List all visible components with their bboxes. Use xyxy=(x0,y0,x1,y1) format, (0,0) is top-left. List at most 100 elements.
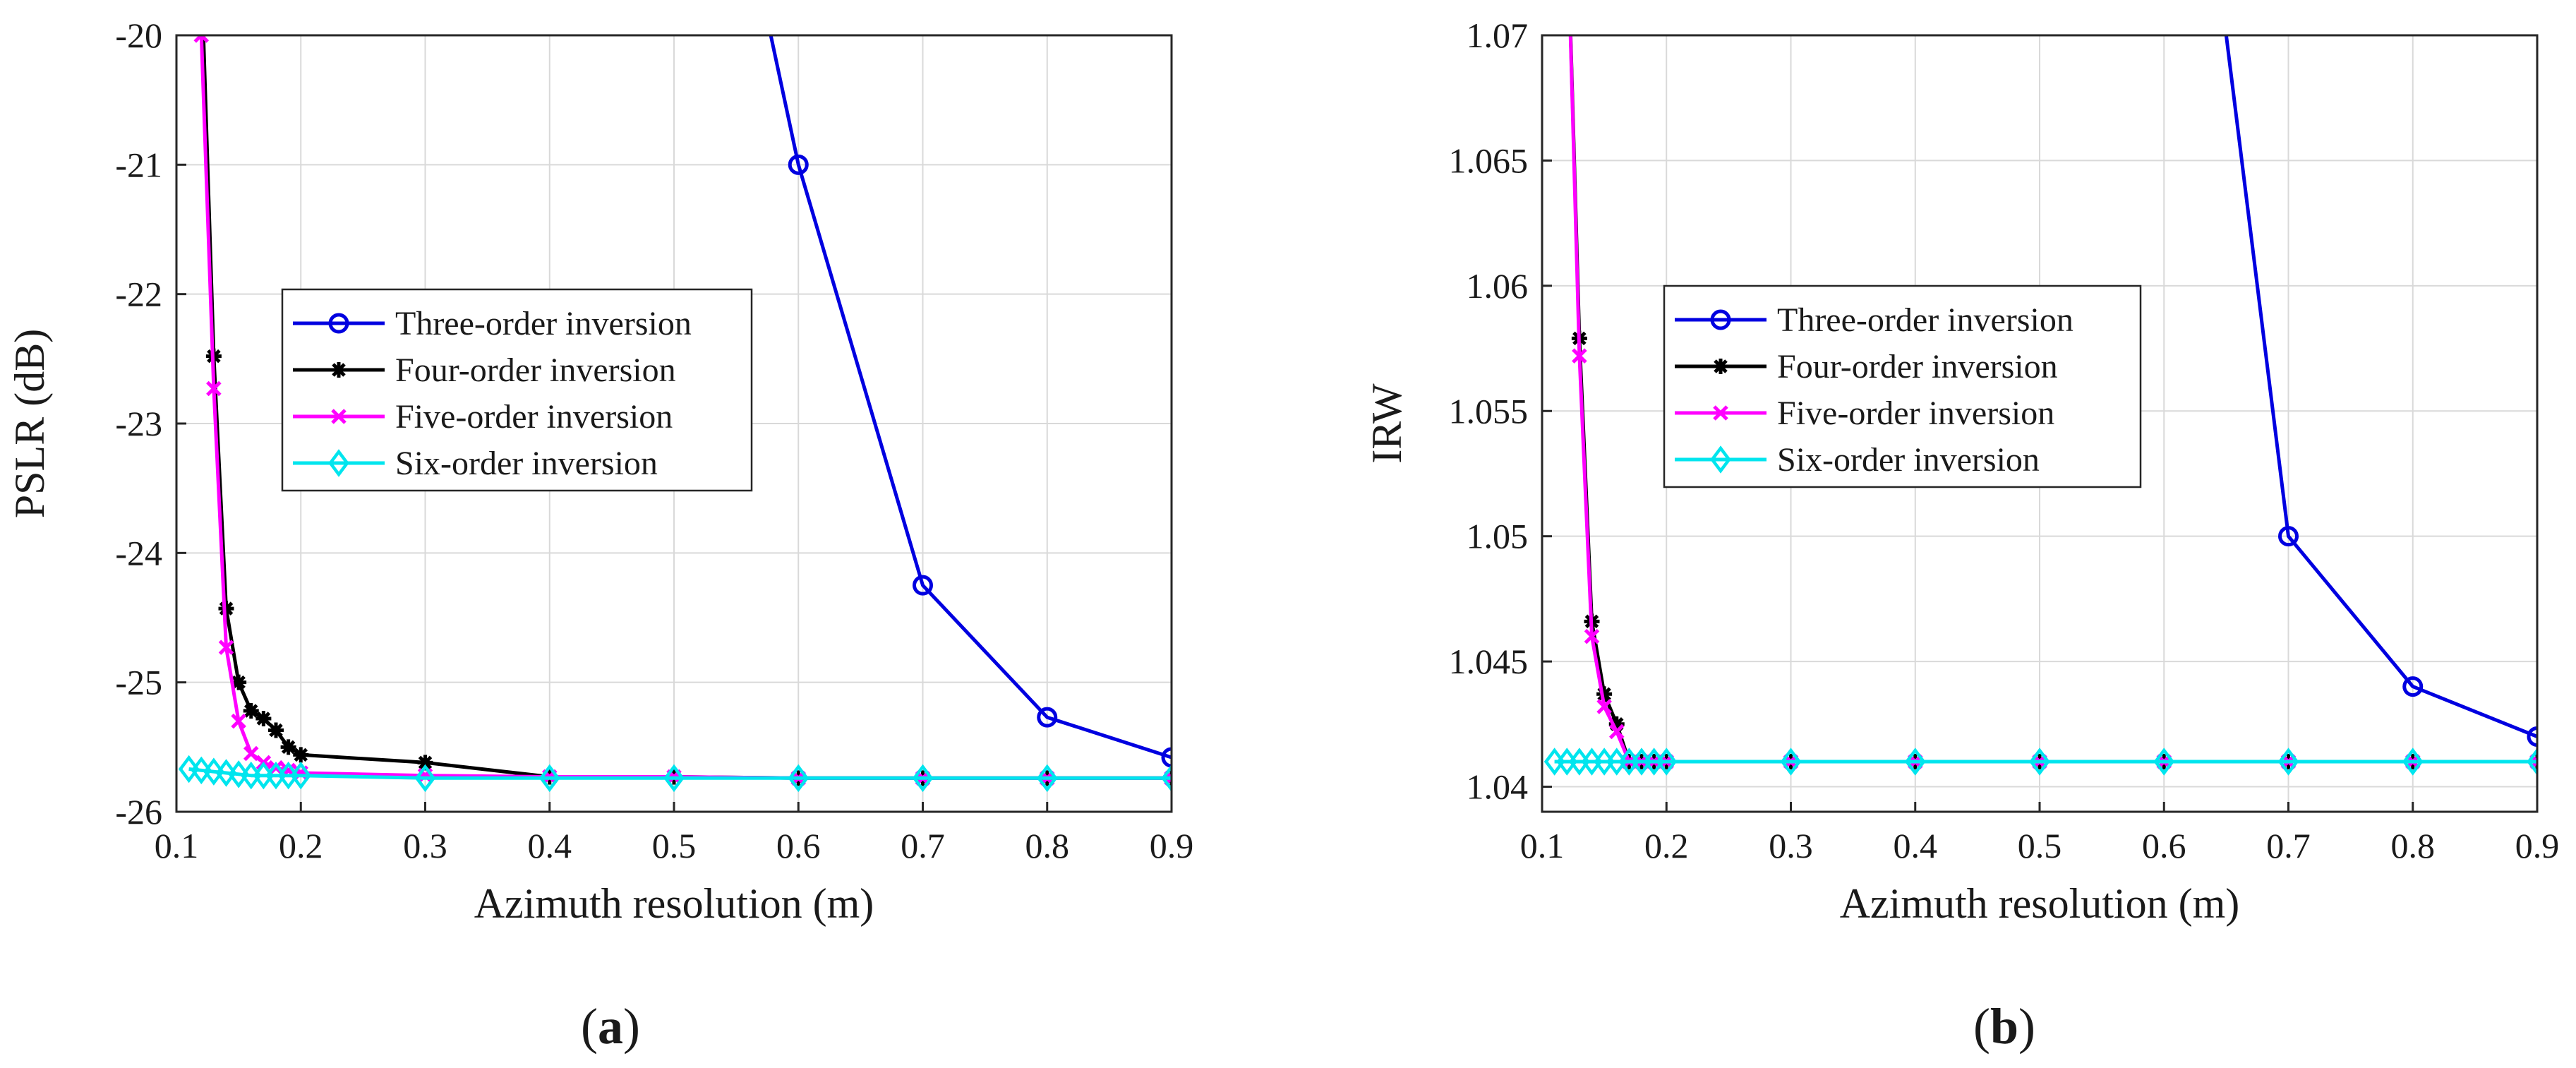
x-tick-label: 0.8 xyxy=(2391,826,2436,865)
x-tick-label: 0.3 xyxy=(1769,826,1813,865)
y-tick-label: 1.045 xyxy=(1449,642,1529,681)
legend-label: Five-order inversion xyxy=(395,398,673,436)
x-tick-label: 0.4 xyxy=(528,826,572,865)
y-tick-label: 1.065 xyxy=(1449,140,1529,180)
legend-label: Six-order inversion xyxy=(1777,441,2040,479)
x-tick-label: 0.4 xyxy=(1894,826,1938,865)
legend-item: Five-order inversion xyxy=(293,398,673,436)
x-axis-label: Azimuth resolution (m) xyxy=(474,880,874,927)
x-tick-label: 0.1 xyxy=(155,826,199,865)
data-point xyxy=(1596,686,1613,702)
data-point xyxy=(1780,748,1802,776)
data-point xyxy=(1596,699,1612,714)
legend-marker xyxy=(328,313,349,334)
data-point xyxy=(206,380,222,397)
data-point xyxy=(293,747,309,763)
y-tick-label: 1.05 xyxy=(1467,517,1529,556)
data-point xyxy=(2153,748,2175,776)
legend-marker xyxy=(331,409,347,424)
legend-label: Three-order inversion xyxy=(395,305,692,342)
data-point xyxy=(788,764,809,793)
data-point xyxy=(663,764,685,793)
legend-marker xyxy=(1710,445,1731,474)
data-point xyxy=(255,711,272,726)
data-point xyxy=(1904,748,1926,776)
data-point xyxy=(912,764,934,793)
y-tick-label: -24 xyxy=(115,533,162,572)
data-point xyxy=(243,745,259,762)
data-point xyxy=(1584,628,1600,644)
legend-label: Three-order inversion xyxy=(1777,301,2074,339)
data-point xyxy=(193,35,210,43)
x-tick-label: 0.7 xyxy=(2266,826,2311,865)
y-tick-label: -20 xyxy=(115,16,162,55)
plot-series xyxy=(1543,35,2537,776)
data-point xyxy=(2029,748,2050,776)
data-point xyxy=(538,764,560,793)
data-point xyxy=(1161,747,1172,768)
y-tick-label: -23 xyxy=(115,404,162,443)
y-tick-label: -21 xyxy=(115,145,162,184)
series-three-order-inversion xyxy=(2224,35,2537,748)
x-tick-label: 0.6 xyxy=(2142,826,2186,865)
series-line xyxy=(769,35,1172,760)
plot-series xyxy=(178,35,1172,793)
data-point xyxy=(218,601,234,617)
data-point xyxy=(2277,748,2299,776)
data-point xyxy=(290,761,312,790)
x-tick-label: 0.3 xyxy=(403,826,447,865)
x-tick-label: 0.5 xyxy=(652,826,697,865)
x-tick-label: 0.6 xyxy=(776,826,821,865)
x-axis-label: Azimuth resolution (m) xyxy=(1840,880,2240,927)
legend-item: Six-order inversion xyxy=(293,445,658,482)
data-point xyxy=(913,575,933,596)
x-tick-label: 0.2 xyxy=(1644,826,1689,865)
data-point xyxy=(1608,724,1625,740)
data-point xyxy=(414,764,436,793)
series-line xyxy=(2224,35,2537,738)
y-tick-label: 1.04 xyxy=(1467,767,1529,807)
caption-a-letter: a xyxy=(598,998,623,1055)
y-tick-label: -25 xyxy=(115,663,162,702)
data-point xyxy=(280,739,296,755)
legend: Three-order inversion Four-order inversio… xyxy=(1663,284,2142,488)
data-point xyxy=(268,722,284,738)
data-point xyxy=(191,756,212,785)
data-point xyxy=(1037,707,1058,728)
x-tick-label: 0.8 xyxy=(1025,826,1070,865)
x-tick-label: 0.9 xyxy=(1150,826,1194,865)
legend-label: Four-order inversion xyxy=(1777,348,2058,385)
data-point xyxy=(228,760,249,788)
x-tick-label: 0.5 xyxy=(2018,826,2062,865)
legend-item: Four-order inversion xyxy=(1675,348,2058,385)
legend-marker xyxy=(1710,309,1731,330)
data-point xyxy=(243,703,259,719)
legend-label: Four-order inversion xyxy=(395,352,676,389)
series-six-order-inversion xyxy=(178,755,1172,793)
y-axis-label: IRW xyxy=(1364,383,1410,464)
chart-panel-a: 0.1 0.2 0.3 0.4 0.5 0.6 0.7 0.8 0.9 -26 -25 -24 -23 -… xyxy=(6,16,1193,927)
y-tick-label: -26 xyxy=(115,792,162,832)
data-point xyxy=(2402,676,2424,697)
caption-b: (b) xyxy=(1973,998,2035,1055)
data-point xyxy=(2278,526,2299,547)
caption-a: (a) xyxy=(581,998,640,1055)
data-point xyxy=(417,755,433,771)
y-axis-label: PSLR (dB) xyxy=(6,329,53,518)
y-tick-label: 1.07 xyxy=(1467,16,1529,55)
y-tick-label: 1.055 xyxy=(1449,391,1529,431)
legend-item: Three-order inversion xyxy=(1675,301,2074,339)
data-point xyxy=(1656,748,1678,776)
data-point xyxy=(178,755,200,784)
data-point xyxy=(788,154,809,175)
data-point xyxy=(1572,348,1587,364)
data-point xyxy=(203,757,224,786)
data-point xyxy=(218,640,234,655)
data-point xyxy=(2527,726,2537,748)
tick-labels: 0.1 0.2 0.3 0.4 0.5 0.6 0.7 0.8 0.9 -26 -25 -24 -23 -… xyxy=(115,16,1193,865)
caption-b-letter: b xyxy=(1990,998,2018,1055)
legend-marker xyxy=(328,449,349,477)
x-tick-label: 0.9 xyxy=(2515,826,2560,865)
data-point xyxy=(2527,748,2537,776)
